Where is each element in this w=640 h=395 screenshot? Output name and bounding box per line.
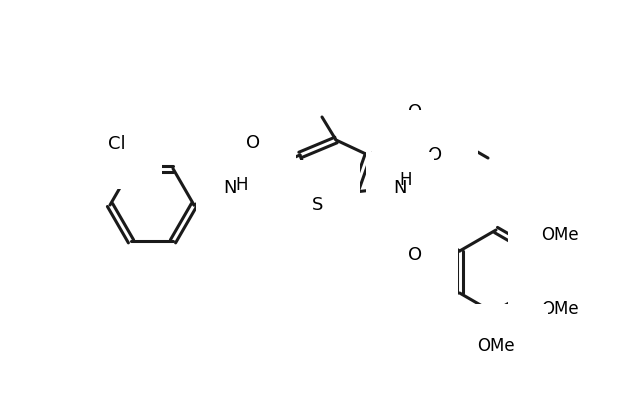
- Text: O: O: [428, 146, 442, 164]
- Text: Cl: Cl: [108, 135, 126, 153]
- Text: OMe: OMe: [541, 226, 579, 244]
- Text: S: S: [312, 196, 324, 214]
- Text: OMe: OMe: [477, 337, 515, 355]
- Text: N: N: [393, 179, 406, 197]
- Text: O: O: [408, 103, 422, 121]
- Text: OMe: OMe: [541, 300, 579, 318]
- Text: N: N: [223, 179, 237, 197]
- Text: H: H: [400, 171, 412, 189]
- Text: O: O: [408, 246, 422, 264]
- Text: H: H: [236, 176, 248, 194]
- Text: O: O: [246, 134, 260, 152]
